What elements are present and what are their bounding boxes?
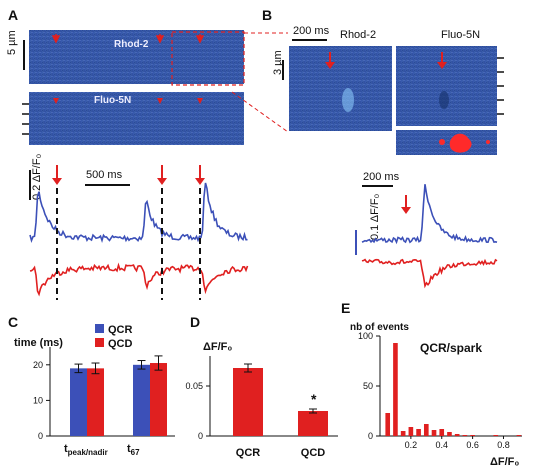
chart-e-ytick-label: 50 [363,381,373,391]
panel-c-letter: C [8,314,18,330]
chart-e-xtick-label: 0.4 [435,440,448,450]
panel-b-overlay-dot [439,139,445,145]
panel-b-scale-um: 3 µm [272,50,284,75]
panel-e-letter: E [341,300,350,316]
panel-a-trace-scale: 0.2 ΔF/F₀ [31,154,43,200]
chart-e-bar [416,429,421,436]
panel-b-letter: B [262,7,272,23]
chart-e-bar [454,434,460,436]
panel-a-image-fluo5n [29,92,244,145]
panel-b-overlay-blob [449,133,472,153]
panel-a-dye2: Fluo-5N [94,95,131,106]
panel-a-ticks [22,103,29,135]
chart-d-bar [233,368,263,436]
chart-e-bar [470,435,475,436]
panel-b-image-overlay [396,130,497,155]
chart-e-bar [462,435,468,436]
panel-a-zoom-box [171,31,245,86]
panel-d-letter: D [190,314,200,330]
panel-a-dashed-markers [56,188,201,300]
chart-c-bar [150,363,167,436]
panel-b-ticks [497,57,504,115]
chart-e-bar [516,435,522,436]
panel-b-image-fluo5n [396,46,497,126]
chart-e-xtick-label: 0.8 [497,440,510,450]
chart-e-xtick-label: 0.6 [466,440,479,450]
panel-e-title: QCR/spark [420,341,482,355]
panel-b-dye1: Rhod-2 [340,29,376,41]
panel-b-image-arrows [325,52,447,69]
chart-c-bar [133,364,150,436]
panel-a-dye1: Rhod-2 [114,39,149,50]
chart-d: 0 0.05 QCR QCD [185,356,338,459]
panel-b-trace-qcr [361,184,498,245]
legend-qcr-label: QCR [108,324,133,336]
chart-d-category-label: QCD [301,447,326,459]
chart-e-ytick-label: 0 [368,431,373,441]
panel-a-letter: A [8,7,18,23]
panel-a-trace-arrows [52,165,205,185]
zoom-line-bottom [231,91,289,133]
panel-b-time-scale: 200 ms [293,25,330,37]
panel-a-scale-um: 5 µm [6,30,18,55]
chart-e-xtick-label: 0.2 [405,440,418,450]
chart-e-bar [393,343,398,436]
chart-c-ytick-label: 20 [33,360,43,370]
chart-d-bar [298,411,328,436]
panel-d-ylabel: ΔF/F₀ [203,341,232,353]
chart-e-bar [423,424,429,436]
legend-qcr-swatch [95,324,104,333]
panel-a-image-rhod2 [29,30,244,84]
chart-e-bar [408,427,414,436]
chart-e-bar [385,413,391,436]
chart-e-bar [439,429,445,436]
chart-e-bar [493,435,499,436]
panel-b-dye2: Fluo-5N [441,29,480,41]
panel-b-time-scale2: 200 ms [363,171,400,183]
chart-e-bar [400,431,406,436]
panel-d-significance: * [311,391,317,407]
panel-e-xlabel: ΔF/F₀ [490,456,519,468]
legend-qcd-swatch [95,338,104,347]
panel-b-trace-arrow [401,195,411,214]
chart-e-bar [431,430,437,436]
chart-d-category-label: QCR [236,447,261,459]
panel-a-trace-qcr [29,182,248,244]
chart-e-bar [447,432,452,436]
chart-e: 0 50 100 0.2 0.4 0.6 0.8 [358,331,522,450]
chart-c-bar [87,368,104,436]
panel-a-time-scale: 500 ms [86,169,123,181]
chart-c-ytick-label: 10 [33,395,43,405]
panel-a-trace-qcd [29,262,249,297]
chart-c-bar [70,368,87,436]
chart-e-ytick-label: 100 [358,331,373,341]
panel-b-spark [342,88,354,112]
panel-b-image-rhod2 [289,46,392,131]
panel-c-ylabel: time (ms) [14,337,63,349]
chart-d-ytick-label: 0 [198,431,203,441]
legend-qcd-label: QCD [108,338,133,350]
panel-e-ylabel: nb of events [350,322,409,333]
panel-b-trace-scale: 0.1 ΔF/F₀ [369,194,381,240]
chart-d-ytick-label: 0.05 [185,381,203,391]
panel-a-image-arrows [51,34,205,104]
panel-b-depletion [439,91,449,109]
chart-c-ytick-label: 0 [38,431,43,441]
panel-b-trace-qcd [361,258,498,289]
panel-b-overlay-dot-2 [486,140,490,144]
